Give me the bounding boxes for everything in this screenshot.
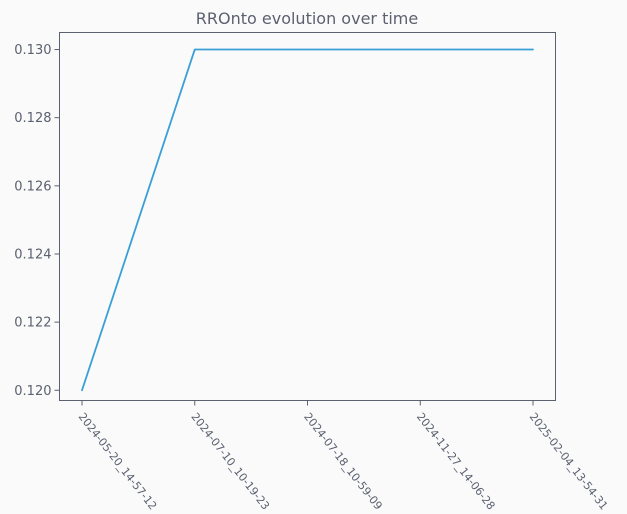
series-line-0: [81, 48, 534, 392]
chart-title: RROnto evolution over time: [196, 9, 418, 28]
y-tick-label: 0.120: [14, 384, 51, 399]
y-tick-label: 0.122: [14, 316, 51, 331]
plot-area-frame: [59, 32, 556, 401]
x-tick-label: 2024-07-18_10-59-09: [301, 410, 385, 512]
y-tick-label: 0.126: [14, 179, 51, 194]
x-axis: 2024-05-20_14-57-12 2024-07-10_10-19-23 20…: [76, 400, 611, 512]
y-tick-label: 0.124: [14, 247, 51, 262]
x-tick-label: 2024-05-20_14-57-12: [76, 410, 160, 512]
x-tick-label: 2024-07-10_10-19-23: [188, 410, 272, 512]
y-tick-label: 0.128: [14, 111, 51, 126]
y-axis: 0.120 0.122 0.124 0.126 0.128 0.130: [14, 43, 60, 399]
x-tick-label: 2025-02-04_13-54-31: [527, 410, 611, 512]
y-tick-label: 0.130: [14, 43, 51, 58]
x-tick-label: 2024-11-27_14-06-28: [414, 410, 498, 512]
series-layer: [81, 48, 534, 392]
